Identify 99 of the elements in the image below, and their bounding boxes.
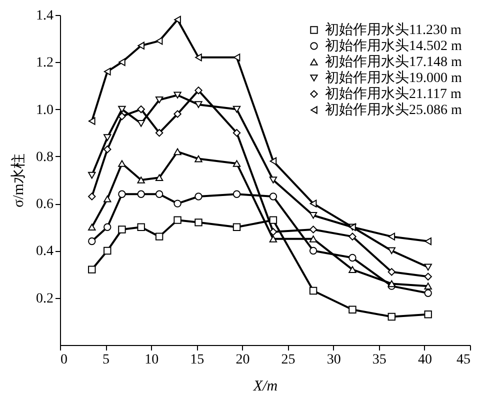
- point: [118, 106, 126, 113]
- point: [156, 37, 163, 45]
- y-tick-label: 0.4: [36, 244, 54, 260]
- point: [309, 212, 318, 219]
- y-tick-label: 1.4: [36, 8, 54, 24]
- legend-label: 初始作用水头14.502 m: [325, 38, 462, 54]
- point: [118, 226, 126, 234]
- point: [174, 110, 182, 118]
- point: [88, 192, 96, 200]
- legend-label: 初始作用水头11.230 m: [325, 22, 462, 38]
- point: [424, 264, 432, 271]
- point: [137, 223, 145, 231]
- point: [424, 237, 432, 246]
- point: [388, 280, 396, 288]
- point: [424, 310, 432, 318]
- x-tick-label: 40: [418, 352, 432, 368]
- point: [194, 218, 202, 226]
- x-tick-label: 15: [190, 352, 204, 368]
- point: [270, 157, 277, 165]
- point: [388, 268, 396, 276]
- x-tick-label: 25: [281, 352, 296, 368]
- point: [155, 232, 164, 240]
- point: [137, 120, 145, 127]
- point: [174, 148, 182, 156]
- point: [194, 192, 202, 200]
- point: [155, 129, 164, 137]
- x-tick-label: 35: [372, 352, 386, 368]
- point: [309, 226, 318, 234]
- point: [88, 266, 96, 274]
- point: [104, 68, 111, 76]
- y-tick-label: 1.2: [36, 56, 54, 71]
- x-tick-label: 5: [102, 352, 110, 368]
- point: [424, 272, 432, 280]
- x-axis-title: X/m: [252, 378, 278, 394]
- point: [232, 223, 241, 231]
- legend-label: 初始作用水头17.148 m: [325, 54, 462, 70]
- point: [137, 190, 145, 198]
- point: [88, 117, 96, 125]
- point: [348, 254, 356, 262]
- legend-label: 初始作用水头19.000 m: [325, 70, 462, 86]
- point: [155, 190, 164, 198]
- point: [174, 16, 181, 24]
- y-tick-label: 0.2: [36, 291, 54, 306]
- point: [269, 192, 278, 200]
- y-tick-label: 0.8: [36, 150, 54, 165]
- point: [104, 223, 112, 231]
- point: [233, 54, 240, 62]
- point: [118, 112, 126, 120]
- point: [424, 289, 432, 297]
- point: [155, 174, 164, 182]
- y-axis-title: σ/m水柱: [10, 154, 27, 208]
- x-tick-label: 30: [326, 352, 341, 368]
- y-tick-label: 1.0: [36, 102, 54, 118]
- point: [348, 306, 356, 314]
- x-tick-label: 0: [60, 352, 68, 368]
- point: [138, 42, 144, 50]
- point: [118, 190, 126, 198]
- point: [269, 216, 278, 224]
- point: [310, 200, 317, 208]
- point: [104, 195, 112, 202]
- point: [88, 224, 96, 231]
- point: [118, 160, 126, 167]
- point: [232, 106, 241, 113]
- point: [194, 155, 202, 162]
- point: [155, 96, 164, 104]
- x-tick-label: 10: [144, 352, 159, 368]
- legend-label: 初始作用水头21.117 m: [325, 86, 462, 102]
- point: [269, 176, 278, 184]
- point: [388, 312, 396, 321]
- point: [104, 134, 112, 141]
- x-tick-label: 45: [456, 352, 470, 368]
- point: [388, 247, 396, 254]
- point: [174, 200, 182, 208]
- point: [309, 246, 318, 255]
- x-tick-label: 20: [236, 352, 250, 368]
- point: [388, 232, 396, 240]
- point: [137, 105, 145, 114]
- point: [118, 58, 126, 66]
- point: [232, 190, 241, 198]
- point: [309, 286, 318, 295]
- point: [348, 266, 356, 273]
- point: [424, 282, 432, 290]
- point: [232, 160, 241, 167]
- point: [174, 216, 182, 224]
- point: [137, 176, 145, 184]
- point: [309, 236, 318, 242]
- point: [195, 54, 202, 62]
- y-tick-label: 0.6: [36, 197, 54, 212]
- point: [348, 232, 356, 240]
- point: [174, 92, 182, 99]
- point: [232, 129, 241, 137]
- point: [88, 172, 96, 179]
- point: [104, 246, 112, 255]
- point: [104, 146, 112, 154]
- point: [88, 237, 96, 246]
- point: [194, 101, 202, 108]
- point: [269, 236, 278, 242]
- point: [194, 86, 202, 94]
- legend-label: 初始作用水头25.086 m: [325, 102, 462, 118]
